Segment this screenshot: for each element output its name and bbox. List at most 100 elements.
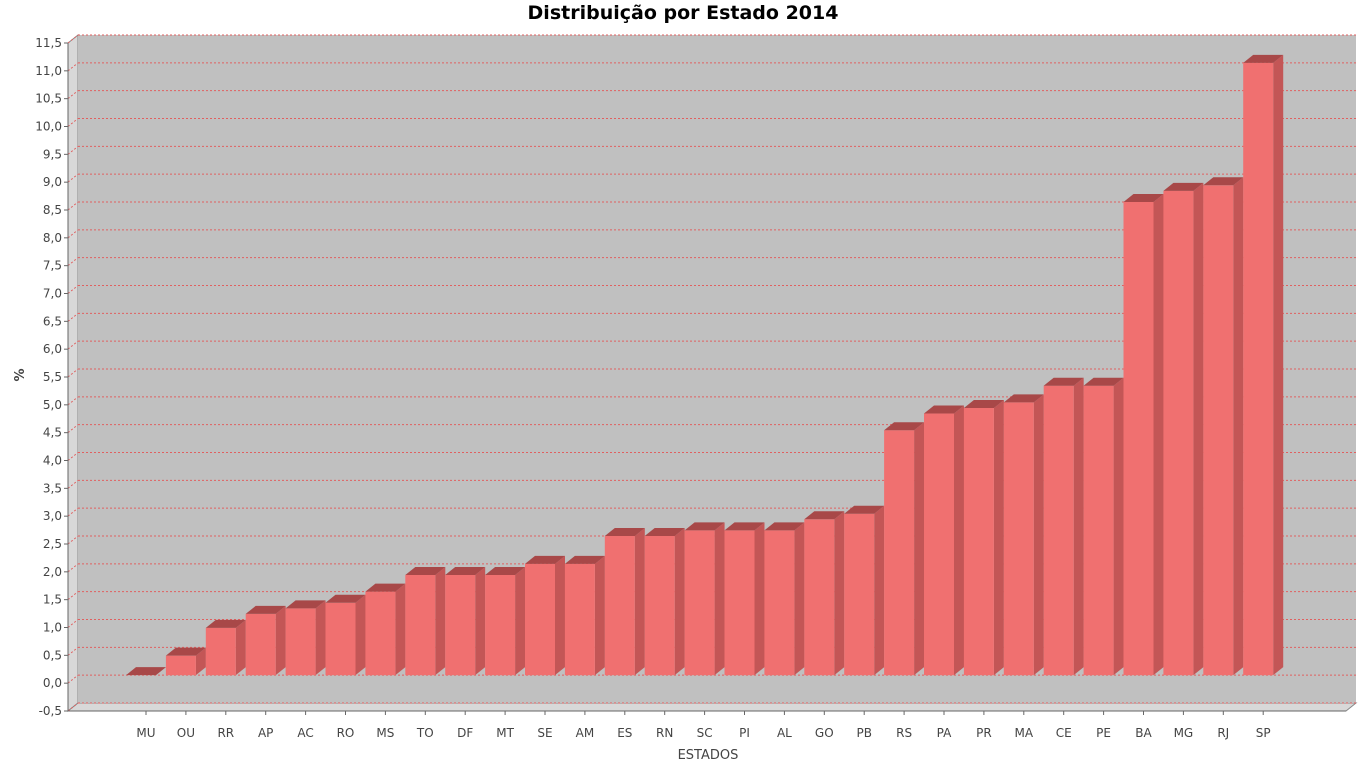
bar-top <box>724 522 765 531</box>
bar-side <box>1073 377 1084 676</box>
x-tick-label: OU <box>177 726 195 740</box>
x-tick-label: AC <box>297 726 313 740</box>
bar-rs <box>884 422 925 676</box>
bar-top <box>604 528 645 536</box>
bar-top <box>325 594 366 603</box>
x-tick-label: RS <box>896 726 912 740</box>
y-tick-label: 1,5 <box>43 593 62 607</box>
bar-front <box>724 530 755 676</box>
bar-top <box>844 505 885 514</box>
x-tick-label: MA <box>1015 726 1034 740</box>
x-tick-label: MT <box>496 726 514 740</box>
x-tick-label: PB <box>856 726 871 740</box>
bar-side <box>834 511 845 676</box>
bar-front <box>1123 202 1154 676</box>
y-tick-label: 8,0 <box>43 231 62 245</box>
bar-pb <box>844 505 885 676</box>
x-tick-label: AP <box>258 726 273 740</box>
x-tick-label: PA <box>937 726 952 740</box>
y-tick-label: 5,5 <box>43 370 62 384</box>
bar-side <box>634 528 645 676</box>
y-tick-label: 9,0 <box>43 175 62 189</box>
y-tick-label: 4,5 <box>43 426 62 440</box>
bar-ac <box>285 600 326 676</box>
bar-side <box>874 505 885 676</box>
x-axis-label: ESTADOS <box>678 748 739 763</box>
bar-top <box>126 667 166 676</box>
x-tick-label: RN <box>656 726 673 740</box>
y-tick-label: 11,0 <box>35 64 62 78</box>
bar-front <box>644 536 675 676</box>
bar-front <box>1083 385 1114 676</box>
bar-ce <box>1043 377 1084 676</box>
bar-front <box>844 513 875 676</box>
bar-top <box>165 647 206 656</box>
bar-front <box>325 602 356 676</box>
bar-front <box>884 430 915 676</box>
bar-am <box>564 555 605 676</box>
bar-side <box>435 566 446 676</box>
bar-front <box>924 413 954 676</box>
bar-front <box>205 627 236 676</box>
bar-side <box>355 594 366 676</box>
bar-front <box>365 591 396 676</box>
bar-rr <box>205 619 246 676</box>
x-tick-label: ES <box>617 726 632 740</box>
bar-top <box>1043 377 1084 386</box>
bar-top <box>684 522 725 531</box>
bar-front <box>764 530 795 676</box>
bar-front <box>165 655 196 676</box>
bar-top <box>1083 377 1124 386</box>
bar-side <box>1033 394 1044 676</box>
bar-sc <box>684 522 725 676</box>
bar-top <box>525 555 565 564</box>
bar-ba <box>1123 194 1164 676</box>
bar-side <box>1113 377 1124 676</box>
bar-pa <box>924 405 964 676</box>
bar-ou <box>165 647 206 676</box>
y-tick-label: 5,0 <box>43 398 62 412</box>
y-tick-label: 3,0 <box>43 509 62 523</box>
y-tick-label: 10,5 <box>35 92 62 106</box>
bar-front <box>1163 190 1194 676</box>
bar-side <box>275 605 286 676</box>
x-tick-label: TO <box>416 726 434 740</box>
bar-top <box>564 555 605 564</box>
y-tick-label: 8,5 <box>43 203 62 217</box>
bar-side <box>195 647 206 676</box>
bar-front <box>1243 62 1274 676</box>
bar-df <box>445 566 486 676</box>
bar-front <box>1043 385 1074 676</box>
bar-al <box>764 522 805 676</box>
x-tick-label: MS <box>376 726 394 740</box>
x-tick-label: PI <box>739 726 750 740</box>
y-tick-label: 2,5 <box>43 537 62 551</box>
x-tick-label: RR <box>217 726 234 740</box>
y-axis-ticks: -0,5 0,0 0,5 1,0 1,5 2,0 2,5 3,0 3,5 4,0 4,5 5,0 5,5… <box>35 36 69 718</box>
bar-top <box>764 522 805 531</box>
bar-top <box>644 528 685 536</box>
x-tick-label: DF <box>457 726 473 740</box>
y-tick-label: 3,5 <box>43 481 62 495</box>
floor <box>66 702 1358 712</box>
bar-side <box>794 522 805 676</box>
bar-side <box>954 405 964 676</box>
bar-side <box>235 619 246 676</box>
bar-side <box>475 566 486 676</box>
bar-top <box>1003 394 1044 403</box>
bar-top <box>1243 54 1284 63</box>
x-tick-label: SP <box>1256 726 1271 740</box>
x-tick-label: PR <box>976 726 992 740</box>
bar-side <box>1193 182 1204 676</box>
bar-rj <box>1203 177 1244 676</box>
bar-side <box>395 583 406 676</box>
bar-ma <box>1003 394 1044 676</box>
x-tick-label: MG <box>1174 726 1194 740</box>
bar-side <box>555 555 565 676</box>
bar-rn <box>644 528 685 676</box>
bar-top <box>485 566 526 575</box>
y-tick-label: 4,0 <box>43 454 62 468</box>
y-tick-label: 9,5 <box>43 147 62 161</box>
bar-side <box>315 600 326 676</box>
bar-ms <box>365 583 406 676</box>
